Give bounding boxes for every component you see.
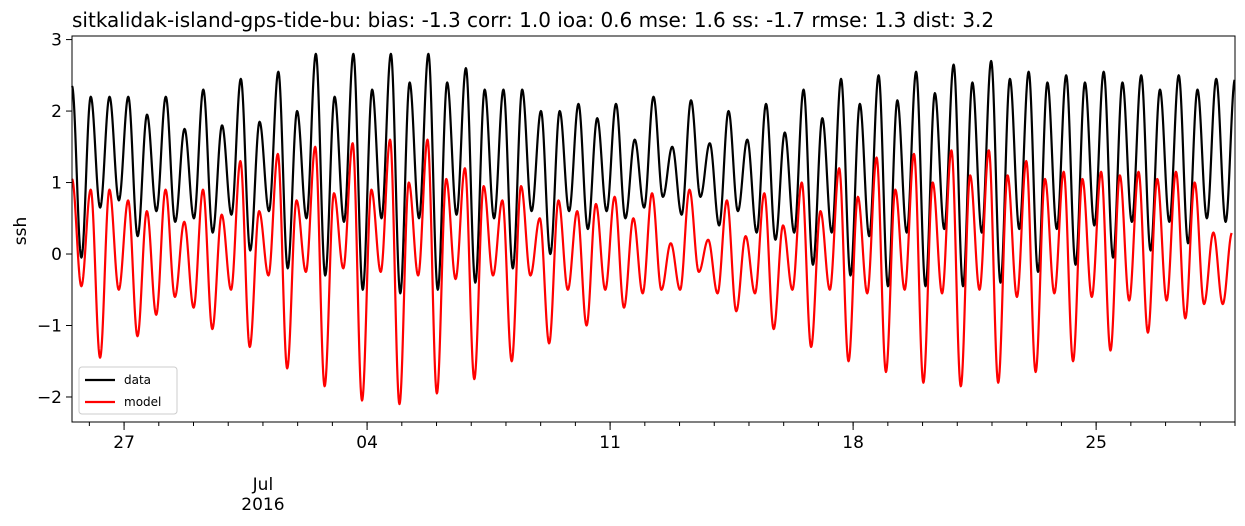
y-axis: −2 −1 0 1 2 3 [37,31,72,408]
legend: data model [78,366,178,415]
x-tick-label: 18 [842,433,864,453]
y-tick-label: 1 [51,174,62,194]
chart-title: sitkalidak-island-gps-tide-bu: bias: -1.… [72,8,994,32]
y-tick-label: 2 [51,102,62,122]
y-tick-label: 0 [51,245,62,265]
series-lines [70,52,1236,406]
y-axis-label: ssh [11,217,31,246]
x-tick-label: 25 [1085,433,1107,453]
x-tick-label: 11 [599,433,621,453]
series-line-model [71,138,1233,406]
legend-label-data: data [124,373,151,387]
x-tick-label: 27 [113,433,135,453]
legend-label-model: model [124,395,161,409]
y-tick-label: 3 [51,31,62,51]
x-month-label: Jul [252,475,274,495]
plot-frame [71,35,1236,423]
x-year-label: 2016 [241,495,284,515]
y-tick-label: −2 [37,388,62,408]
y-tick-label: −1 [37,317,62,337]
x-tick-label: 04 [356,433,378,453]
